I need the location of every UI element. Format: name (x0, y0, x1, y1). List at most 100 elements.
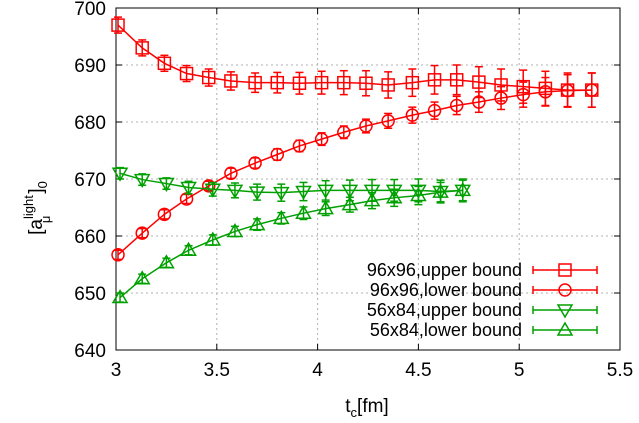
error-bar (339, 125, 348, 140)
data-point (224, 74, 238, 88)
data-point (560, 83, 575, 98)
error-bar (497, 85, 506, 111)
series-3 (111, 166, 472, 204)
data-point (381, 114, 395, 128)
data-point (410, 187, 427, 202)
data-point (201, 70, 216, 85)
data-point (472, 95, 486, 109)
legend-label: 56x84,upper bound (367, 300, 522, 320)
data-point (449, 98, 464, 113)
legend-marker (558, 283, 572, 297)
data-point (273, 186, 290, 202)
series-line (117, 24, 592, 91)
data-point (204, 231, 222, 246)
data-point (292, 139, 307, 153)
error-bar (452, 64, 461, 96)
y-tick-label: 650 (74, 284, 106, 305)
error-bar (182, 193, 191, 205)
data-point (180, 241, 197, 256)
error-bar (587, 72, 596, 108)
error-bar (541, 76, 550, 107)
data-point (337, 125, 351, 140)
data-point (248, 75, 262, 90)
data-point (292, 76, 307, 90)
data-point (157, 56, 172, 71)
y-axis-label: [alightμ]0 (21, 181, 53, 235)
error-bar (116, 166, 125, 180)
data-point (385, 184, 403, 199)
data-point (248, 186, 266, 201)
data-point (248, 156, 262, 170)
data-point (363, 192, 381, 207)
data-point (381, 78, 395, 92)
data-point (133, 173, 151, 189)
data-point (248, 216, 266, 231)
x-tick-label: 4 (312, 360, 323, 381)
data-point (341, 196, 359, 211)
grid (116, 8, 620, 350)
data-point (273, 209, 290, 225)
data-point (405, 108, 420, 122)
legend-label: 96x96,upper bound (367, 260, 522, 280)
error-bar (430, 64, 439, 95)
data-point (314, 75, 329, 90)
data-point (179, 192, 194, 206)
axes: 3 3.5 4 4.5 5 5.5 640 650 660 670 680 690 700 (74, 0, 633, 381)
error-bar (317, 132, 326, 147)
data-point (494, 91, 508, 105)
legend-entry: 56x84,upper bound (367, 300, 598, 320)
x-tick-label: 3 (111, 360, 122, 381)
data-point (158, 254, 175, 269)
error-bar (339, 69, 348, 96)
data-point (158, 177, 175, 193)
error-bar (251, 157, 260, 169)
data-point (454, 181, 472, 197)
data-point (180, 181, 197, 197)
data-point (449, 73, 464, 87)
error-bar (295, 71, 304, 95)
data-point (295, 204, 312, 219)
data-point (385, 189, 403, 204)
legend-entry: 56x84,lower bound (370, 320, 598, 340)
y-tick-label: 640 (74, 341, 106, 362)
data-point (157, 207, 172, 222)
series-line (119, 189, 463, 299)
legend-marker (556, 321, 574, 336)
series-line (117, 89, 592, 256)
data-point (111, 248, 125, 262)
data-point (317, 200, 334, 215)
data-point (516, 87, 530, 102)
series-2 (111, 72, 599, 262)
error-bar (474, 91, 483, 114)
data-point (317, 184, 334, 199)
legend-label: 96x96,lower bound (370, 280, 522, 300)
x-axis-label: tc[fm] (345, 396, 388, 420)
data-point (405, 75, 420, 90)
data-point (226, 184, 244, 199)
legend-entry: 96x96,upper bound (367, 260, 598, 280)
y-tick-label: 670 (74, 170, 106, 191)
series-layer (111, 16, 599, 304)
error-bar (317, 70, 326, 95)
data-point (337, 75, 351, 90)
data-point (427, 73, 442, 87)
data-point (270, 147, 285, 162)
data-point (201, 179, 216, 193)
data-point (341, 184, 359, 199)
data-point (427, 103, 442, 118)
x-tick-label: 5.5 (607, 360, 633, 381)
y-tick-label: 700 (74, 0, 106, 20)
error-bar (384, 71, 393, 99)
data-point (359, 76, 373, 90)
error-bar (295, 139, 304, 153)
data-point (204, 183, 222, 198)
error-bar (273, 71, 282, 94)
error-bar (563, 73, 572, 108)
error-bar (226, 167, 235, 180)
data-point (111, 167, 129, 182)
error-bar (519, 81, 528, 108)
data-point (314, 132, 329, 146)
y-tick-label: 680 (74, 113, 106, 134)
